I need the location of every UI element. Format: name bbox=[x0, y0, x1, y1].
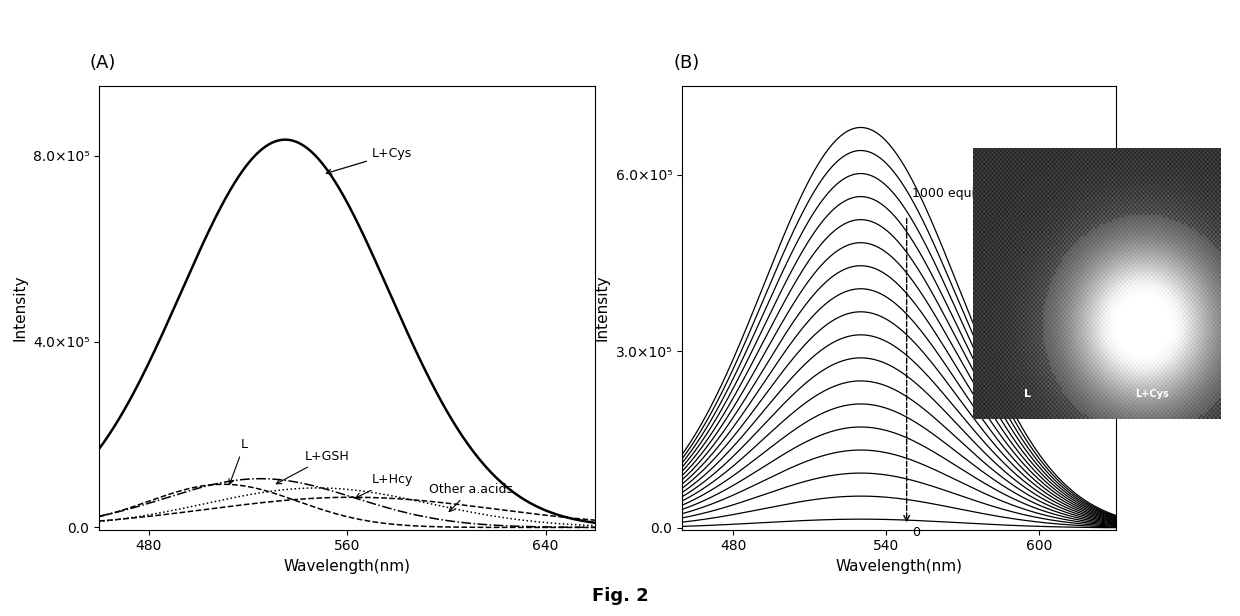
Text: L+Hcy: L+Hcy bbox=[356, 473, 413, 498]
Text: Fig. 2: Fig. 2 bbox=[591, 586, 649, 604]
Text: Other a.acids: Other a.acids bbox=[429, 482, 513, 511]
Text: 1000 equiv.: 1000 equiv. bbox=[911, 187, 985, 200]
X-axis label: Wavelength(nm): Wavelength(nm) bbox=[836, 559, 962, 574]
Text: L+Cys: L+Cys bbox=[1135, 389, 1169, 399]
Text: (A): (A) bbox=[89, 54, 115, 73]
Text: L: L bbox=[229, 439, 248, 484]
Text: L: L bbox=[1024, 389, 1032, 399]
Y-axis label: Intensity: Intensity bbox=[12, 275, 27, 341]
Text: L+GSH: L+GSH bbox=[277, 450, 350, 484]
Y-axis label: Intensity: Intensity bbox=[595, 275, 610, 341]
X-axis label: Wavelength(nm): Wavelength(nm) bbox=[284, 559, 410, 574]
Text: (B): (B) bbox=[673, 54, 699, 73]
Text: 0: 0 bbox=[911, 526, 920, 539]
Text: L+Cys: L+Cys bbox=[326, 147, 412, 174]
